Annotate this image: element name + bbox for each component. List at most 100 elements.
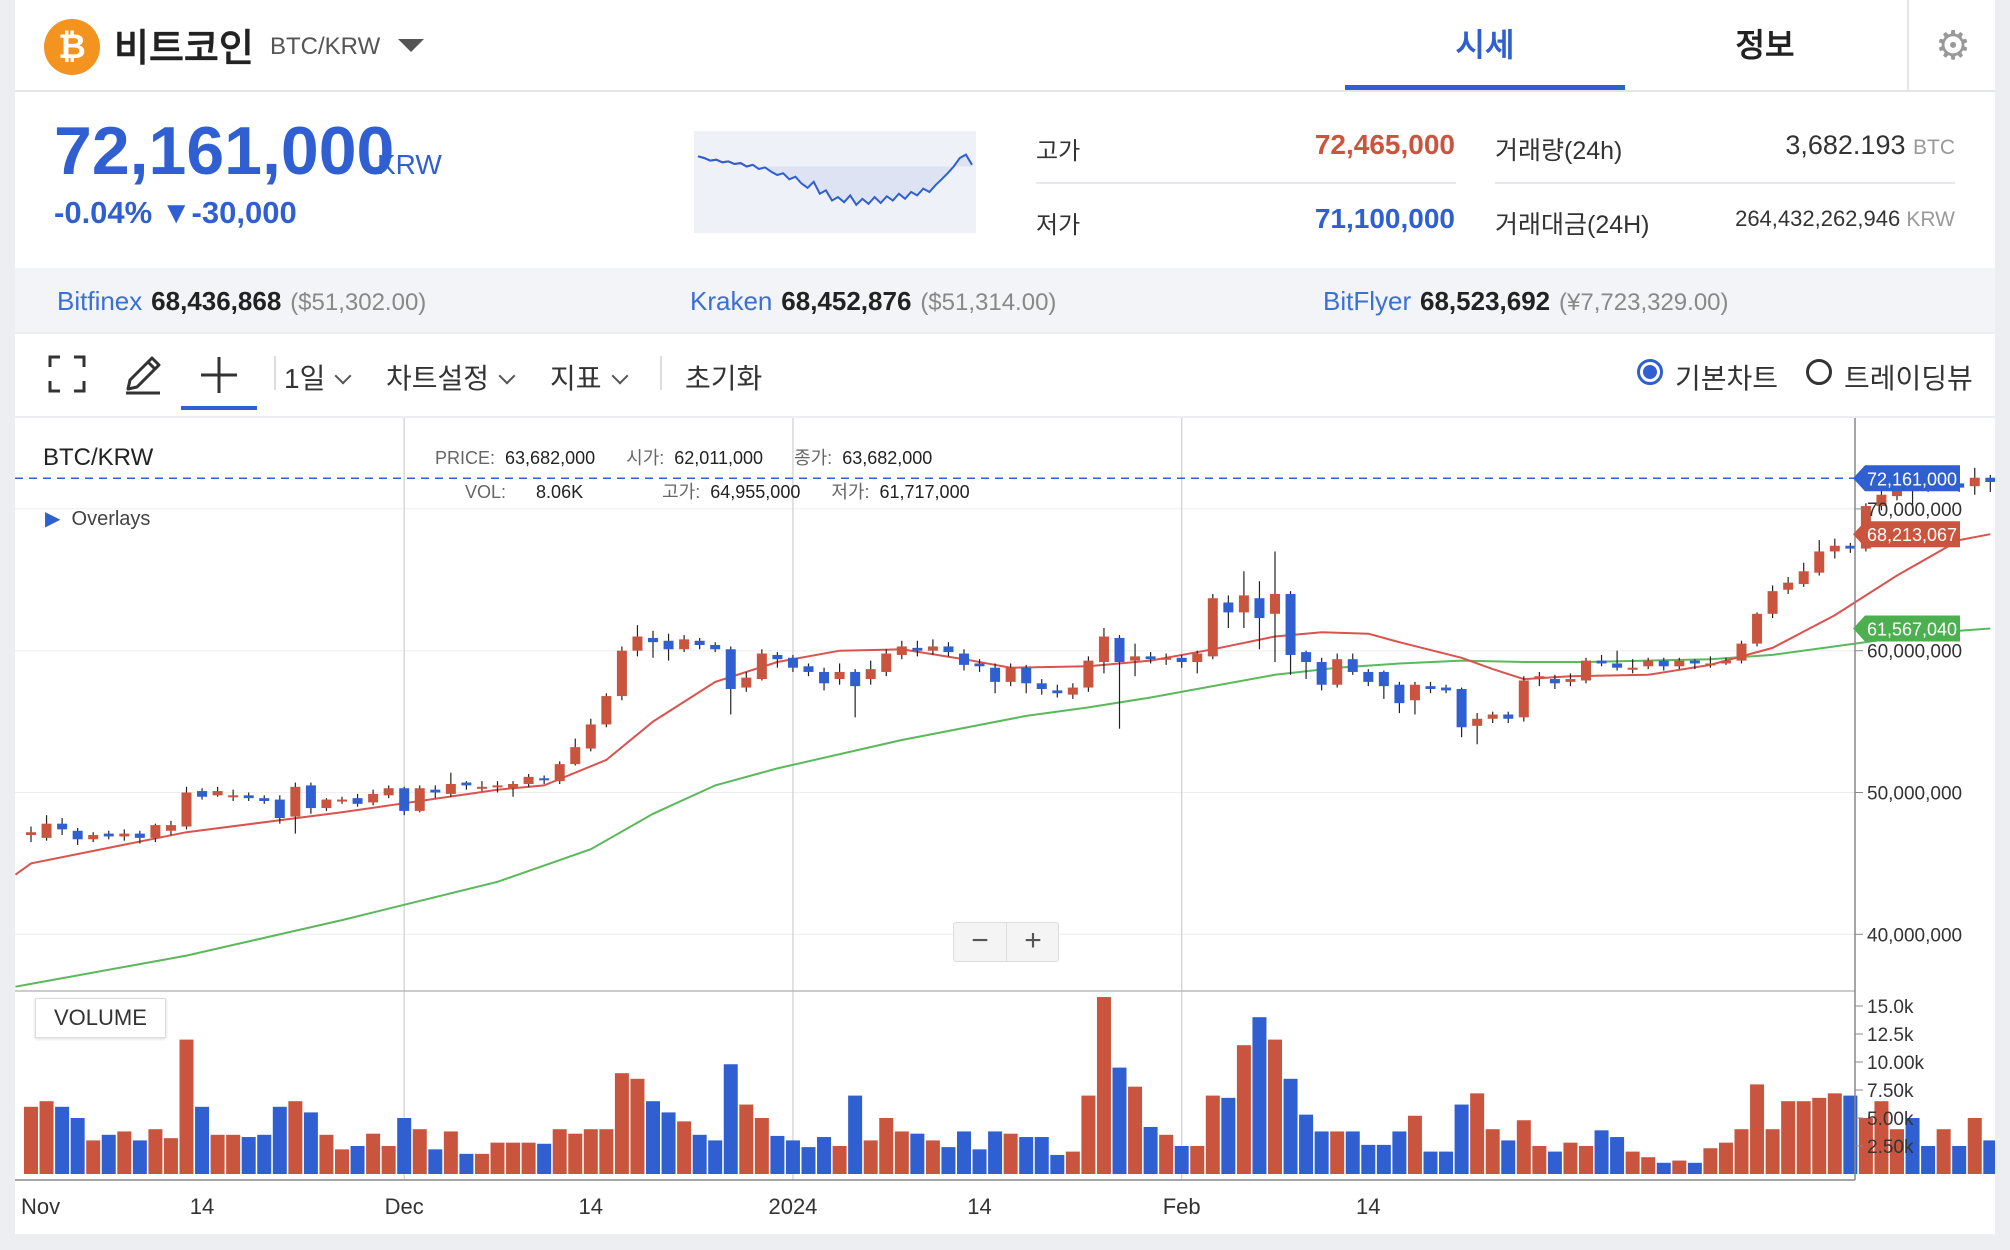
exchange-krw: 68,523,692 — [1420, 286, 1551, 316]
candle-body — [741, 677, 752, 688]
current-price: 72,161,000 — [54, 113, 395, 189]
volume-bar — [1952, 1146, 1967, 1174]
candle-body — [803, 666, 814, 672]
candle-body — [694, 640, 705, 646]
volume-bar — [1019, 1137, 1034, 1174]
radio-selected-icon — [1637, 359, 1663, 385]
volume-bar — [521, 1142, 536, 1174]
volume-bar — [1283, 1078, 1298, 1174]
divider — [274, 356, 276, 390]
zoom-control: − + — [953, 922, 1059, 962]
info-low: 61,717,000 — [879, 482, 970, 502]
volume-bar — [972, 1149, 987, 1174]
volume-bar — [1081, 1095, 1096, 1174]
tab-info[interactable]: 정보 — [1735, 27, 1795, 63]
reset-button[interactable]: 초기화 — [685, 363, 763, 394]
indicators-menu[interactable]: 지표 — [550, 357, 629, 397]
pencil-icon[interactable] — [122, 353, 164, 395]
volume-bar — [1003, 1133, 1018, 1174]
candle-body — [1301, 652, 1312, 663]
chart-settings-menu[interactable]: 차트설정 — [386, 357, 516, 397]
fullscreen-icon[interactable] — [48, 355, 86, 393]
chevron-down-icon — [334, 367, 352, 385]
zoom-in-button[interactable]: + — [1006, 923, 1059, 961]
candle-body — [165, 825, 176, 831]
volume-bar — [1672, 1160, 1687, 1174]
amount-value-row: 264,432,262,946 KRW — [1660, 206, 1955, 232]
amount-value: 264,432,262,946 — [1735, 206, 1901, 231]
candle-body — [57, 823, 68, 830]
volume-bar — [723, 1064, 738, 1174]
x-tick-label: 14 — [967, 1194, 991, 1219]
candle-body — [1441, 687, 1452, 691]
volume-bar — [1641, 1157, 1656, 1174]
crosshair-icon[interactable] — [198, 354, 240, 396]
volume-bar — [1827, 1093, 1842, 1174]
volume-bar — [226, 1134, 241, 1174]
exchange-name[interactable]: Kraken — [690, 286, 773, 316]
volume-bar — [1065, 1151, 1080, 1174]
price-chart-svg[interactable]: 70,000,000 60,000,000 50,000,000 40,000,000… — [14, 418, 2010, 1234]
volume-bar — [1096, 997, 1111, 1174]
exchange-bitfinex: Bitfinex 68,436,868 ($51,302.00) — [57, 286, 426, 317]
exchange-name[interactable]: BitFlyer — [1323, 286, 1412, 316]
volume-unit: BTC — [1913, 136, 1955, 159]
volume-bar — [879, 1118, 894, 1174]
tab-price[interactable]: 시세 — [1345, 0, 1625, 90]
chart-toolbar — [15, 334, 1995, 416]
candle-body — [1969, 477, 1980, 487]
volume-bar — [988, 1131, 1003, 1174]
chart-area[interactable]: 70,000,000 60,000,000 50,000,000 40,000,000… — [14, 418, 2010, 1234]
candle-body — [1130, 656, 1141, 661]
candle-body — [1238, 595, 1249, 613]
exchange-name[interactable]: Bitfinex — [57, 286, 143, 316]
volume-bar — [1610, 1137, 1625, 1174]
exchange-krw: 68,436,868 — [151, 286, 282, 316]
candle-body — [1503, 714, 1514, 719]
volume-label: 거래량(24h) — [1495, 137, 1623, 165]
volume-bar — [1563, 1142, 1578, 1174]
change-amount: -30,000 — [191, 195, 297, 230]
zoom-out-button[interactable]: − — [971, 924, 989, 957]
view-basic-label: 기본차트 — [1675, 363, 1779, 394]
coin-pair: BTC/KRW — [270, 33, 381, 60]
candle-body — [1021, 667, 1032, 684]
info-high: 64,955,000 — [710, 482, 801, 502]
volume-bar — [195, 1106, 210, 1174]
ticker-panel — [15, 92, 1995, 268]
gear-icon[interactable]: ⚙ — [1907, 0, 1997, 90]
overlays-toggle[interactable]: ▶ Overlays — [45, 506, 150, 531]
volume-bar — [1936, 1129, 1951, 1174]
candle-body — [1394, 684, 1405, 704]
chevron-down-icon[interactable] — [398, 39, 424, 52]
volume-bar — [863, 1140, 878, 1174]
sparkline-svg — [697, 153, 973, 207]
volume-bar — [1221, 1097, 1236, 1174]
candle-body — [1409, 684, 1420, 701]
volume-bar — [1625, 1151, 1640, 1174]
volume-bar — [848, 1095, 863, 1174]
volume-bar — [335, 1149, 349, 1174]
candle-body — [290, 786, 301, 817]
candle-body — [1814, 551, 1825, 573]
interval-select[interactable]: 1일 — [284, 357, 352, 397]
candle-body — [103, 833, 114, 837]
candle-body — [352, 798, 363, 804]
candle-body — [1114, 637, 1125, 663]
volume-bar — [1656, 1162, 1671, 1174]
candle-body — [1036, 683, 1047, 689]
volume-bar — [1190, 1146, 1205, 1174]
volume-bar — [661, 1112, 676, 1174]
x-tick-label: 14 — [190, 1194, 214, 1219]
volume-bar — [1532, 1146, 1547, 1174]
volume-bar — [1734, 1129, 1749, 1174]
candle-body — [710, 645, 721, 650]
candle-body — [476, 786, 487, 789]
price-tick-label: 50,000,000 — [1867, 783, 1962, 804]
candle-body — [383, 788, 394, 796]
x-tick-label: Dec — [385, 1194, 424, 1219]
volume-bar — [86, 1140, 101, 1174]
ma-long-line — [15, 627, 1991, 988]
candle-body — [616, 650, 627, 697]
candle-body — [1098, 636, 1109, 663]
